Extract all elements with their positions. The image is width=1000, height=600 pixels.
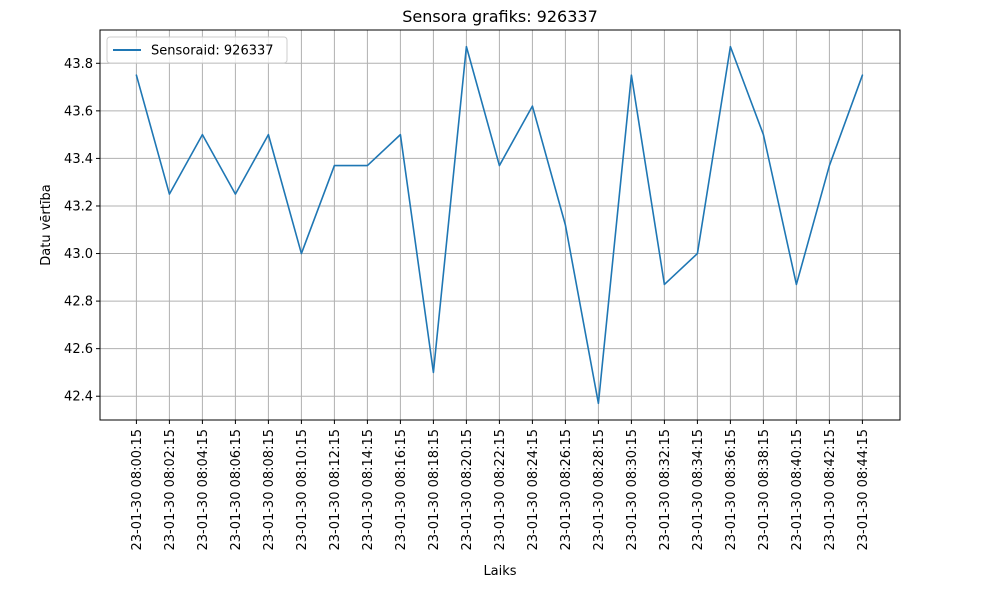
- x-tick-label: 23-01-30 08:12:15: [328, 429, 343, 551]
- y-axis-ticks: 42.4 42.6 42.8 43.0 43.2 43.4 43.6 43.8: [64, 57, 100, 405]
- x-tick-label: 23-01-30 08:32:15: [658, 429, 673, 551]
- x-tick-label: 23-01-30 08:24:15: [526, 429, 541, 551]
- series-line: [135, 45, 864, 405]
- y-tick-label: 43.2: [64, 199, 93, 214]
- x-tick-label: 23-01-30 08:20:15: [460, 429, 475, 551]
- x-tick-label: 23-01-30 08:26:15: [559, 429, 574, 551]
- x-tick-label: 23-01-30 08:02:15: [163, 429, 178, 551]
- x-tick-label: 23-01-30 08:42:15: [823, 429, 838, 551]
- x-tick-label: 23-01-30 08:18:15: [427, 429, 442, 551]
- x-tick-label: 23-01-30 08:44:15: [856, 429, 871, 551]
- x-tick-label: 23-01-30 08:36:15: [724, 429, 739, 551]
- x-tick-label: 23-01-30 08:08:15: [262, 429, 277, 551]
- legend-box: [106, 36, 288, 64]
- x-tick-label: 23-01-30 08:14:15: [361, 429, 376, 551]
- x-tick-label: 23-01-30 08:00:15: [130, 429, 145, 551]
- y-axis-label: Datu vērtība: [39, 184, 54, 265]
- x-tick-label: 23-01-30 08:22:15: [493, 429, 508, 551]
- y-tick-label: 43.0: [64, 247, 93, 262]
- x-axis-ticks: 23-01-30 08:00:15 23-01-30 08:02:15 23-01-…: [130, 420, 871, 551]
- y-tick-label: 43.4: [64, 152, 93, 167]
- x-axis-label: Laiks: [483, 564, 516, 579]
- x-tick-label: 23-01-30 08:38:15: [757, 429, 772, 551]
- legend: Sensoraid: 926337: [106, 36, 288, 64]
- x-tick-label: 23-01-30 08:16:15: [394, 429, 409, 551]
- legend-entry-label: Sensoraid: 926337: [151, 44, 274, 59]
- plot-frame: [99, 29, 901, 421]
- y-tick-label: 43.8: [64, 57, 93, 72]
- series-layer: [135, 45, 864, 405]
- grid-lines: [100, 30, 900, 420]
- x-tick-label: 23-01-30 08:10:15: [295, 429, 310, 551]
- y-tick-label: 42.6: [64, 342, 93, 357]
- x-tick-label: 23-01-30 08:28:15: [592, 429, 607, 551]
- x-tick-label: 23-01-30 08:04:15: [196, 429, 211, 551]
- x-tick-label: 23-01-30 08:30:15: [625, 429, 640, 551]
- y-tick-label: 43.6: [64, 104, 93, 119]
- chart-title: Sensora grafiks: 926337: [402, 7, 598, 26]
- y-tick-label: 42.8: [64, 295, 93, 310]
- y-tick-label: 42.4: [64, 390, 93, 405]
- x-tick-label: 23-01-30 08:06:15: [229, 429, 244, 551]
- x-tick-label: 23-01-30 08:40:15: [790, 429, 805, 551]
- x-tick-label: 23-01-30 08:34:15: [691, 429, 706, 551]
